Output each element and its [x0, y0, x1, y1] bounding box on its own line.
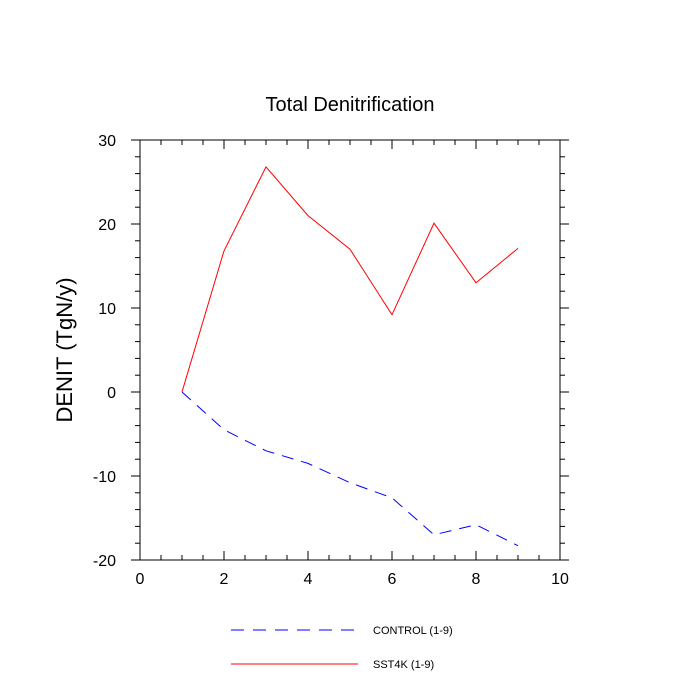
series-line-control-1-9	[181, 391, 519, 547]
data-point-control-1-9	[433, 533, 436, 536]
legend: CONTROL (1-9) SST4K (1-9)	[231, 625, 453, 671]
plot-frame	[139, 139, 561, 561]
data-point-sst4k-1-9	[391, 313, 394, 316]
x-tick-label: 0	[136, 571, 145, 588]
x-tick-label: 8	[472, 571, 481, 588]
x-tick-label: 4	[304, 571, 313, 588]
data-point-control-1-9	[307, 462, 310, 465]
y-tick-label: 30	[98, 133, 116, 150]
y-tick-label: -20	[93, 553, 116, 570]
data-point-control-1-9	[475, 523, 478, 526]
data-point-sst4k-1-9	[349, 248, 352, 251]
data-point-control-1-9	[517, 544, 520, 547]
data-point-sst4k-1-9	[265, 165, 268, 168]
y-tick-label: 10	[98, 301, 116, 318]
y-tick-label: 0	[107, 385, 116, 402]
data-point-control-1-9	[391, 496, 394, 499]
x-tick-label: 10	[551, 571, 569, 588]
data-point-sst4k-1-9	[517, 247, 520, 250]
data-point-control-1-9	[223, 428, 226, 431]
x-tick-label: 6	[388, 571, 397, 588]
axis-ticks	[131, 139, 569, 561]
y-tick-label: -10	[93, 469, 116, 486]
y-axis-label: DENIT (TgN/y)	[52, 277, 77, 422]
data-point-sst4k-1-9	[223, 249, 226, 252]
data-series	[181, 165, 520, 547]
x-tick-label: 2	[220, 571, 229, 588]
data-point-sst4k-1-9	[433, 222, 436, 225]
y-tick-label: 20	[98, 217, 116, 234]
data-point-sst4k-1-9	[475, 281, 478, 284]
legend-label-sst4k-1-9: SST4K (1-9)	[373, 659, 434, 671]
data-point-control-1-9	[349, 481, 352, 484]
data-point-sst4k-1-9	[181, 391, 184, 394]
series-line-sst4k-1-9	[181, 165, 519, 393]
chart-title: Total Denitrification	[266, 94, 435, 116]
data-point-sst4k-1-9	[307, 214, 310, 217]
legend-label-control-1-9: CONTROL (1-9)	[373, 625, 453, 637]
data-point-control-1-9	[265, 449, 268, 452]
axis-tick-labels: 0 2 4 6 8 10 30 20 10 0 -10 -20	[93, 133, 569, 588]
